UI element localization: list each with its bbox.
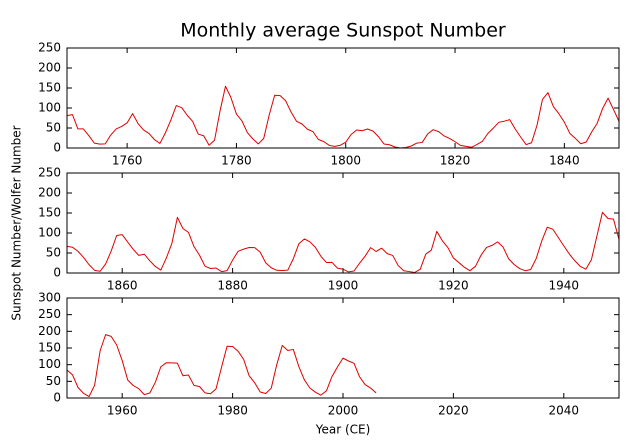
data-line xyxy=(66,334,377,398)
y-tick-label: 150 xyxy=(38,341,61,355)
y-tick-label: 0 xyxy=(53,141,61,155)
x-tick-label: 2000 xyxy=(328,404,359,418)
y-tick-label: 200 xyxy=(38,324,61,338)
y-tick-label: 50 xyxy=(46,246,61,260)
y-axis-label: Sunspot Number/Wolfer Number xyxy=(10,125,24,320)
y-tick-label: 200 xyxy=(38,61,61,75)
x-tick-label: 1860 xyxy=(107,279,138,293)
data-line xyxy=(66,85,620,149)
x-tick-label: 1920 xyxy=(438,279,469,293)
x-tick-label: 1960 xyxy=(107,404,138,418)
y-tick-label: 300 xyxy=(38,291,61,305)
plot-frame xyxy=(66,297,620,399)
y-tick-label: 100 xyxy=(38,101,61,115)
x-tick-label: 1880 xyxy=(217,279,248,293)
data-line xyxy=(66,211,620,273)
x-tick-label: 1940 xyxy=(549,279,580,293)
x-tick-label: 1800 xyxy=(330,154,361,168)
y-tick-label: 250 xyxy=(38,307,61,321)
x-tick-label: 2020 xyxy=(438,404,469,418)
y-tick-label: 250 xyxy=(38,41,61,55)
y-tick-label: 0 xyxy=(53,391,61,405)
x-tick-label: 1780 xyxy=(221,154,252,168)
x-axis-label: Year (CE) xyxy=(315,423,371,437)
y-tick-label: 100 xyxy=(38,357,61,371)
y-tick-label: 150 xyxy=(38,206,61,220)
plot-frame xyxy=(66,172,620,274)
y-tick-label: 250 xyxy=(38,166,61,180)
x-tick-label: 2040 xyxy=(549,404,580,418)
x-tick-label: 1760 xyxy=(112,154,143,168)
x-tick-label: 1900 xyxy=(328,279,359,293)
plot-frame xyxy=(66,47,620,149)
x-tick-label: 1980 xyxy=(217,404,248,418)
x-tick-label: 1840 xyxy=(549,154,580,168)
y-tick-label: 50 xyxy=(46,374,61,388)
y-tick-label: 100 xyxy=(38,226,61,240)
y-tick-label: 50 xyxy=(46,121,61,135)
y-tick-label: 200 xyxy=(38,186,61,200)
y-tick-label: 0 xyxy=(53,266,61,280)
y-tick-label: 150 xyxy=(38,81,61,95)
x-tick-label: 1820 xyxy=(440,154,471,168)
chart-title: Monthly average Sunspot Number xyxy=(180,20,506,42)
